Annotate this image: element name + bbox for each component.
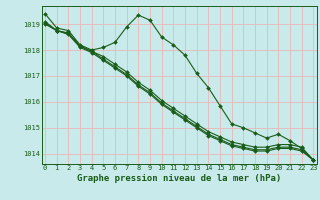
X-axis label: Graphe pression niveau de la mer (hPa): Graphe pression niveau de la mer (hPa) [77, 174, 281, 183]
